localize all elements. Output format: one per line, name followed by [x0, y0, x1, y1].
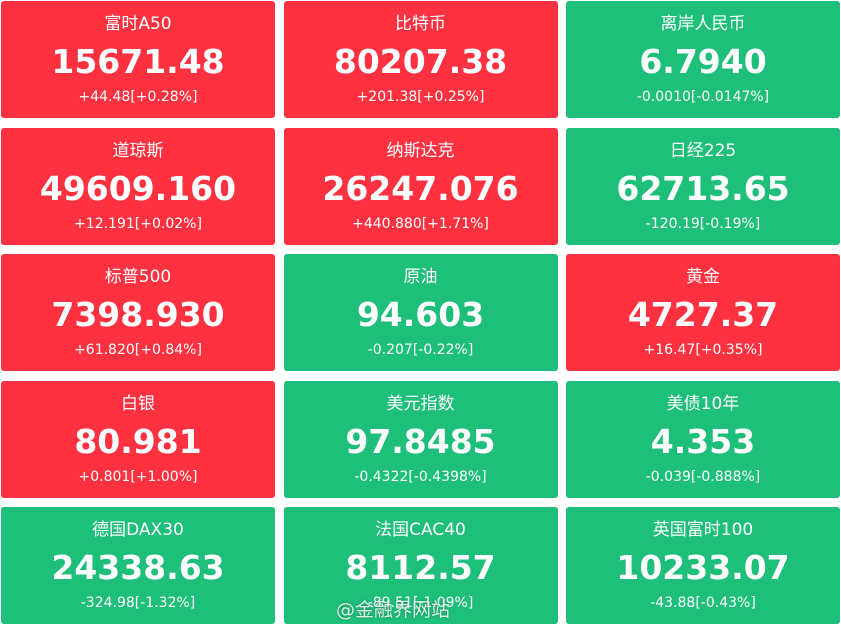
quote-name: 离岸人民币 [660, 14, 746, 34]
quote-tile: 道琼斯 49609.160 +12.191[+0.02%] [1, 127, 275, 245]
quote-name: 美债10年 [666, 393, 740, 414]
quote-name: 德国DAX30 [92, 520, 184, 540]
quote-name: 白银 [121, 393, 155, 414]
quote-name: 美元指数 [386, 393, 455, 414]
quote-tile: 富时A50 15671.48 +44.48[+0.28%] [1, 1, 275, 118]
quote-name: 英国富时100 [652, 520, 754, 540]
quote-name: 纳斯达克 [386, 140, 455, 161]
quote-name: 日经225 [669, 140, 737, 161]
quote-price: 94.603 [356, 295, 485, 334]
quote-name: 原油 [403, 267, 438, 287]
quote-change: -0.0010[-0.0147%] [636, 89, 770, 105]
quote-tile: 美债10年 4.353 -0.039[-0.888%] [566, 380, 840, 498]
quote-price: 24338.63 [51, 548, 225, 587]
quote-name: 黄金 [686, 267, 720, 287]
quote-name: 道琼斯 [112, 140, 164, 161]
quote-price: 4727.37 [627, 295, 779, 334]
quote-price: 49609.160 [39, 168, 237, 208]
quote-tile: 离岸人民币 6.7940 -0.0010[-0.0147%] [566, 1, 840, 118]
quote-name: 标普500 [104, 267, 172, 287]
quote-price: 80.981 [74, 421, 202, 461]
quote-change: -0.039[-0.888%] [645, 468, 761, 485]
quote-price: 15671.48 [51, 42, 225, 81]
quote-price: 26247.076 [322, 168, 519, 208]
quote-change: -89.51[-1.09%] [367, 595, 474, 611]
quote-change: +61.820[+0.84%] [74, 342, 202, 358]
quote-change: -0.207[-0.22%] [367, 342, 474, 358]
quote-name: 比特币 [395, 14, 446, 34]
quote-price: 10233.07 [616, 548, 790, 587]
quote-tile: 日经225 62713.65 -120.19[-0.19%] [566, 127, 840, 245]
quote-tile: 白银 80.981 +0.801[+1.00%] [1, 380, 275, 498]
quote-change: +16.47[+0.35%] [643, 342, 763, 358]
quote-tile: 比特币 80207.38 +201.38[+0.25%] [283, 1, 558, 118]
quote-change: -43.88[-0.43%] [650, 595, 756, 611]
quote-tile: 美元指数 97.8485 -0.4322[-0.4398%] [283, 380, 558, 498]
quote-change: -0.4322[-0.4398%] [354, 468, 487, 485]
quote-tile: 纳斯达克 26247.076 +440.880[+1.71%] [283, 127, 558, 245]
quote-change: +0.801[+1.00%] [78, 468, 198, 485]
quote-change: -324.98[-1.32%] [80, 595, 196, 611]
quote-tile: 法国CAC40 8112.57 -89.51[-1.09%] [283, 507, 558, 624]
quote-tile: 黄金 4727.37 +16.47[+0.35%] [566, 254, 840, 371]
quote-price: 7398.930 [51, 295, 225, 334]
quote-change: -120.19[-0.19%] [645, 215, 761, 232]
quote-price: 62713.65 [616, 168, 790, 208]
quote-name: 法国CAC40 [375, 520, 466, 540]
quote-price: 97.8485 [345, 421, 496, 461]
quote-price: 4.353 [650, 421, 756, 461]
quote-change: +12.191[+0.02%] [74, 215, 202, 232]
quote-tile: 德国DAX30 24338.63 -324.98[-1.32%] [1, 507, 275, 624]
quote-price: 6.7940 [639, 42, 767, 81]
quote-tile: 标普500 7398.930 +61.820[+0.84%] [1, 254, 275, 371]
quote-price: 80207.38 [333, 42, 508, 81]
quote-change: +440.880[+1.71%] [352, 215, 489, 232]
quote-name: 富时A50 [104, 14, 172, 34]
quote-tile: 原油 94.603 -0.207[-0.22%] [283, 254, 558, 371]
watermark: @金融界网站 [336, 599, 451, 621]
quote-price: 8112.57 [345, 548, 496, 587]
quote-change: +44.48[+0.28%] [78, 89, 198, 105]
quote-change: +201.38[+0.25%] [356, 89, 485, 105]
quote-tile: 英国富时100 10233.07 -43.88[-0.43%] [566, 507, 840, 624]
